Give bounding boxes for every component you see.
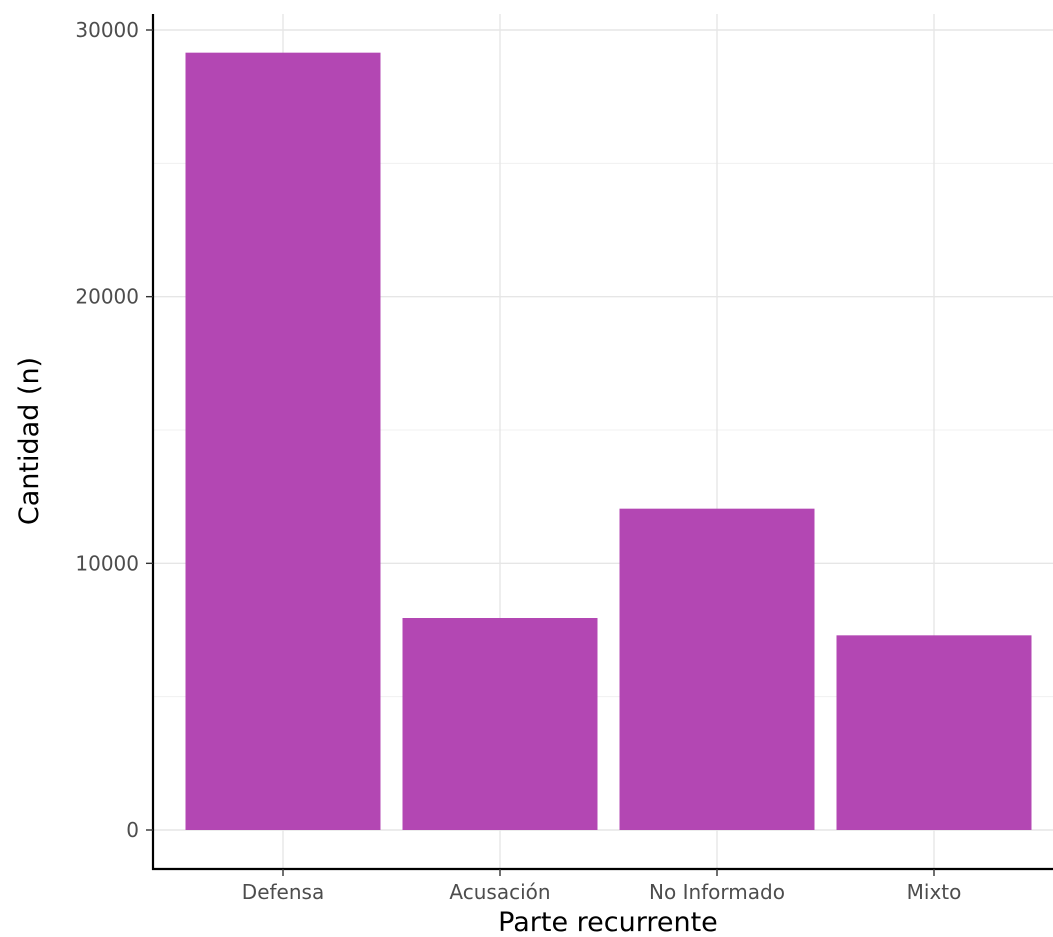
- y-tick-label: 30000: [75, 18, 139, 42]
- x-tick-label: Defensa: [242, 880, 324, 904]
- y-tick-label: 10000: [75, 551, 139, 575]
- y-tick-label: 20000: [75, 285, 139, 309]
- x-axis-title: Parte recurrente: [498, 907, 718, 933]
- tick-layer: 0 10000 20000 30000 Defensa Acusación No Infor…: [75, 18, 961, 904]
- x-tick-label: Mixto: [907, 880, 962, 904]
- y-tick-label: 0: [126, 818, 139, 842]
- bar-acusación: [402, 618, 598, 830]
- y-axis-title: Cantidad (n): [14, 357, 45, 525]
- x-tick-label: No Informado: [649, 880, 785, 904]
- bar-defensa: [185, 52, 381, 830]
- axis-layer: [151, 14, 1053, 871]
- x-tick-label: Acusación: [449, 880, 550, 904]
- bar-layer: [185, 52, 1032, 830]
- bar-no-informado: [619, 508, 815, 830]
- bar-mixto: [836, 635, 1032, 830]
